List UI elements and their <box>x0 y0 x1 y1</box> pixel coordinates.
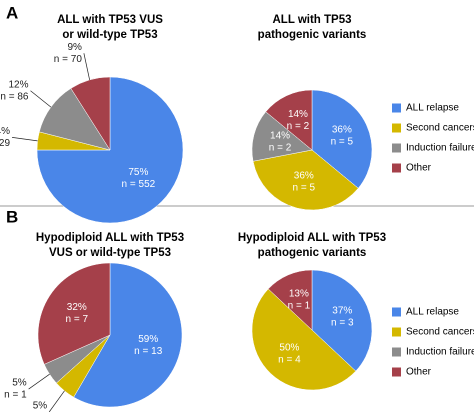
legend-swatch <box>392 307 401 317</box>
count-label: n = 4 <box>278 355 301 366</box>
legend-swatch <box>392 143 401 153</box>
pie-slice <box>73 262 183 408</box>
pie-slice <box>36 76 184 224</box>
leader-line <box>83 53 90 80</box>
chart-title: ALL with TP53 <box>272 14 351 26</box>
count-label: n = 13 <box>134 346 163 357</box>
value-label: 12% <box>8 79 28 90</box>
count-label: n = 3 <box>331 318 354 329</box>
pie-slice <box>251 288 357 391</box>
pie-slice <box>70 76 111 151</box>
legend-label: Induction failure <box>406 143 474 154</box>
pie-slice <box>311 269 373 372</box>
count-label: n = 70 <box>54 54 83 65</box>
legend-label: Other <box>406 367 432 378</box>
legend-label: ALL relapse <box>406 103 459 114</box>
count-label: n = 5 <box>293 183 316 194</box>
legend-swatch <box>392 327 401 337</box>
value-label: 4% <box>0 126 10 137</box>
pie-slice <box>311 89 373 189</box>
count-label: n = 5 <box>331 137 354 148</box>
chart-title: or wild-type TP53 <box>62 29 157 41</box>
pie-slice <box>252 149 359 211</box>
legend-swatch <box>392 163 401 173</box>
legend-label: Induction failure <box>406 347 474 358</box>
pie-slice <box>265 89 313 151</box>
value-label: 36% <box>294 171 314 182</box>
value-label: 14% <box>270 130 290 141</box>
chart-title: ALL with TP53 VUS <box>57 14 163 26</box>
chart-title: pathogenic variants <box>258 29 367 41</box>
legend-swatch <box>392 103 401 113</box>
value-label: 5% <box>33 401 48 412</box>
count-label: n = 1 <box>288 300 311 311</box>
value-label: 13% <box>289 288 309 299</box>
count-label: n = 2 <box>287 121 310 132</box>
legend-swatch <box>392 123 401 133</box>
count-label: n = 7 <box>66 314 89 325</box>
chart-title: VUS or wild-type TP53 <box>49 247 171 259</box>
panel-label: B <box>6 207 18 226</box>
value-label: 50% <box>279 343 299 354</box>
value-label: 5% <box>12 378 27 389</box>
count-label: n = 1 <box>4 390 27 401</box>
leader-line <box>48 390 65 412</box>
legend-label: Second cancers <box>406 123 474 134</box>
value-label: 36% <box>332 125 352 136</box>
value-label: 59% <box>138 334 158 345</box>
legend-label: Second cancers <box>406 327 474 338</box>
count-label: n = 2 <box>269 142 292 153</box>
pie-slice <box>251 111 313 162</box>
value-label: 75% <box>128 167 148 178</box>
leader-line <box>30 90 52 108</box>
pie-slice <box>267 269 313 331</box>
pie-slice <box>37 262 111 365</box>
value-label: 9% <box>67 42 82 53</box>
value-label: 14% <box>288 109 308 120</box>
legend-label: ALL relapse <box>406 307 459 318</box>
legend-swatch <box>392 347 401 357</box>
chart-title: pathogenic variants <box>258 247 367 259</box>
leader-line <box>28 373 50 390</box>
count-label: n = 552 <box>122 179 156 190</box>
count-label: n = 86 <box>0 91 29 102</box>
value-label: 37% <box>332 306 352 317</box>
legend-label: Other <box>406 163 432 174</box>
leader-line <box>12 137 38 142</box>
value-label: 32% <box>67 302 87 313</box>
chart-title: Hypodiploid ALL with TP53 <box>36 232 184 244</box>
count-label: n = 29 <box>0 138 10 149</box>
panel-label: A <box>6 3 18 22</box>
legend-swatch <box>392 367 401 377</box>
chart-title: Hypodiploid ALL with TP53 <box>238 232 386 244</box>
